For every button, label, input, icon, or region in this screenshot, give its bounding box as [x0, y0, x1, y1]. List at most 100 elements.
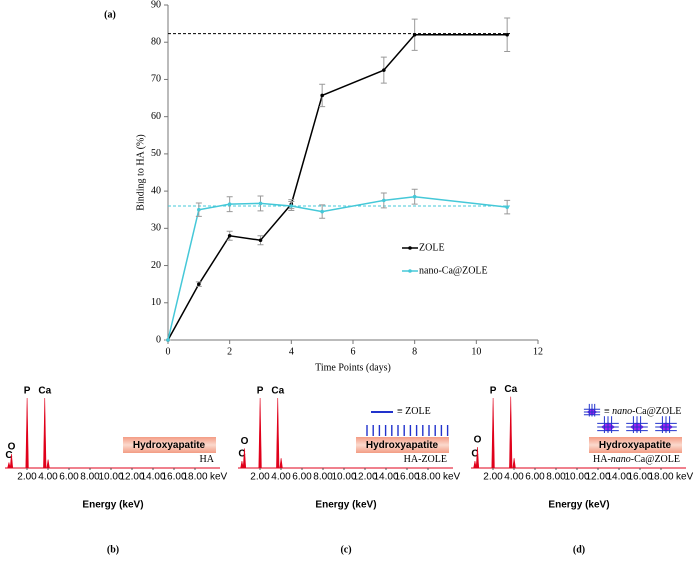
x-tick-label: 12.00 — [119, 472, 144, 483]
y-tick-label: 40 — [151, 185, 161, 196]
x-tick-label: 10.00 — [564, 472, 589, 483]
x-tick-label: 2 — [227, 346, 232, 357]
peak-label: P — [490, 386, 497, 397]
label: ≡ ZOLE — [397, 406, 431, 417]
legend-marker — [408, 246, 412, 250]
x-tick-label: 8.00 — [546, 472, 566, 483]
x-tick-label: 8 — [412, 346, 417, 357]
unit-label: keV — [443, 472, 461, 483]
x-tick-label: 12 — [533, 346, 543, 357]
point — [166, 338, 170, 342]
legend-label: ZOLE — [419, 242, 445, 253]
label-part: -Ca@ZOLE — [632, 406, 681, 417]
x-tick-label: 2.00 — [17, 472, 37, 483]
peak-label: O — [241, 436, 249, 447]
peak — [475, 446, 480, 469]
x-tick-label: 14.00 — [140, 472, 165, 483]
x-tick-label: 8.00 — [80, 472, 100, 483]
peak — [276, 397, 280, 469]
point — [197, 207, 201, 212]
peak — [512, 458, 516, 469]
x-tick-label: 14.00 — [606, 472, 631, 483]
substrate-box — [589, 437, 682, 453]
x-tick-label: 16.00 — [161, 472, 186, 483]
y-tick-label: 90 — [151, 0, 161, 10]
label-part: ≡ — [604, 406, 612, 417]
y-tick-label: 10 — [151, 297, 161, 308]
label: HA-nano-Ca@ZOLE — [593, 454, 680, 465]
label: HA-ZOLE — [404, 454, 447, 465]
x-tick-label: 2.00 — [483, 472, 503, 483]
peak-label: C — [238, 449, 245, 460]
label-part: nano — [611, 454, 631, 465]
peak-label: C — [471, 449, 478, 460]
peak-label: P — [24, 386, 31, 397]
peak — [9, 453, 14, 469]
peak — [240, 460, 244, 469]
label-part: HA- — [593, 454, 611, 465]
y-tick-label: 50 — [151, 148, 161, 159]
peak — [473, 460, 477, 469]
x-tick-label: 4.00 — [38, 472, 58, 483]
point — [382, 68, 386, 72]
label-part: ≡ ZOLE — [397, 406, 431, 417]
point — [227, 202, 232, 206]
substrate-box — [123, 437, 216, 453]
x-tick-label: 10.00 — [331, 472, 356, 483]
peak — [258, 397, 262, 469]
x-tick-label: 18.00 — [648, 472, 673, 483]
x-tick-label: 6 — [351, 346, 356, 357]
peak — [43, 397, 47, 469]
x-tick-label: 18.00 — [182, 472, 207, 483]
x-tick-label: 8.00 — [313, 472, 333, 483]
substrate-label: Hydroxyapatite — [599, 440, 672, 451]
point — [412, 32, 417, 37]
point — [258, 238, 263, 243]
substrate-label: Hydroxyapatite — [133, 440, 206, 451]
x-tick-label: 6.00 — [292, 472, 312, 483]
peak — [7, 462, 11, 469]
unit-label: keV — [676, 472, 694, 483]
peak — [46, 459, 50, 469]
legend-marker — [408, 269, 412, 273]
x-tick-label: 10 — [471, 346, 481, 357]
point — [289, 204, 294, 208]
unit-label: keV — [210, 472, 228, 483]
y-tick-label: 60 — [151, 111, 161, 122]
x-tick-label: 16.00 — [394, 472, 419, 483]
peak-label: C — [5, 450, 12, 461]
legend-label: nano-Ca@ZOLE — [419, 265, 488, 276]
point — [258, 201, 263, 206]
label-part: nano — [612, 406, 632, 417]
y-tick-label: 0 — [156, 334, 161, 345]
substrate-box — [356, 437, 449, 453]
x-axis-label: Time Points (days) — [315, 362, 391, 373]
x-tick-label: 14.00 — [373, 472, 398, 483]
peak-label: P — [257, 386, 264, 397]
peak — [509, 396, 513, 469]
peak-label: Ca — [504, 384, 517, 395]
series-line — [167, 34, 508, 341]
point — [505, 205, 509, 209]
x-axis-label: Energy (keV) — [82, 500, 143, 511]
panel-label: (c) — [340, 544, 351, 555]
x-tick-label: 10.00 — [98, 472, 123, 483]
y-tick-label: 70 — [151, 74, 161, 85]
point — [382, 198, 386, 203]
peak — [279, 458, 283, 469]
label-part: -Ca@ZOLE — [631, 454, 680, 465]
peak-label: O — [8, 442, 16, 453]
x-tick-label: 2.00 — [250, 472, 270, 483]
label: ≡ nano-Ca@ZOLE — [604, 406, 681, 417]
point — [320, 93, 324, 98]
x-tick-label: 18.00 — [415, 472, 440, 483]
x-tick-label: 0 — [166, 346, 171, 357]
x-tick-label: 6.00 — [525, 472, 545, 483]
peak — [25, 397, 29, 469]
point — [197, 282, 201, 286]
peak-label: Ca — [271, 386, 284, 397]
x-tick-label: 6.00 — [59, 472, 79, 483]
x-axis-label: Energy (keV) — [548, 500, 609, 511]
y-tick-label: 30 — [151, 223, 161, 234]
point — [227, 233, 232, 238]
